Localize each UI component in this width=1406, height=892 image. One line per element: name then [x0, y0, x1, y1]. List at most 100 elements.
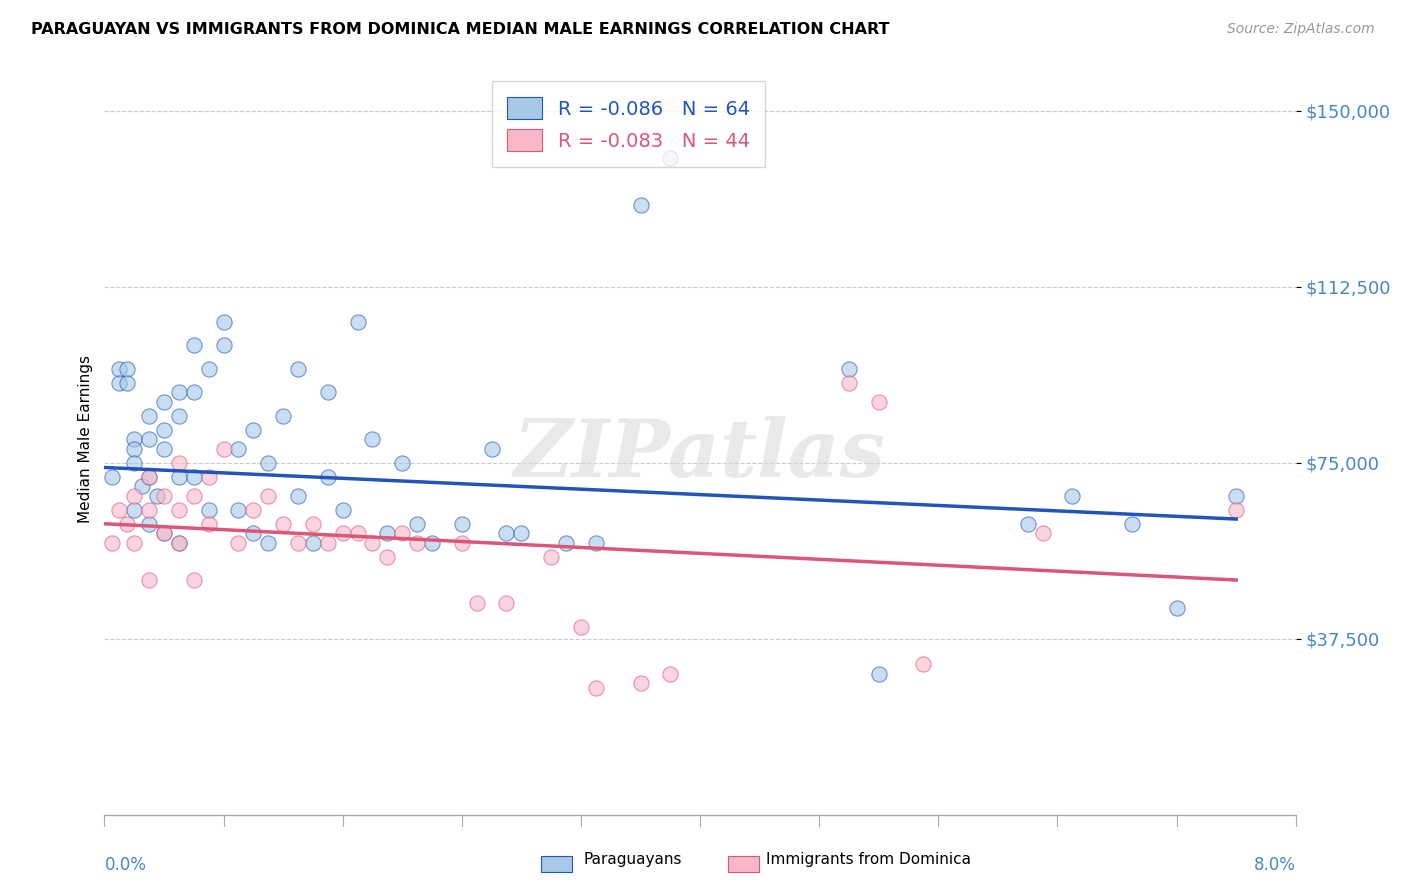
Point — [257, 489, 280, 503]
Point — [242, 423, 264, 437]
Point — [375, 526, 398, 541]
Point — [122, 535, 145, 549]
Point — [316, 535, 339, 549]
Point — [630, 198, 652, 212]
Point — [406, 516, 429, 531]
Text: 8.0%: 8.0% — [1254, 855, 1296, 874]
Text: Paraguayans: Paraguayans — [583, 852, 682, 867]
Point — [138, 470, 160, 484]
Point — [138, 409, 160, 423]
Point — [361, 535, 384, 549]
Point — [228, 502, 250, 516]
Point — [257, 535, 280, 549]
Point — [1062, 489, 1084, 503]
Point — [228, 442, 250, 456]
Text: Immigrants from Dominica: Immigrants from Dominica — [766, 852, 972, 867]
Point — [197, 516, 219, 531]
Point — [145, 489, 167, 503]
Point — [287, 489, 309, 503]
Point — [122, 433, 145, 447]
Point — [287, 362, 309, 376]
Point — [346, 315, 368, 329]
Point — [167, 535, 190, 549]
Point — [153, 442, 176, 456]
Point — [122, 442, 145, 456]
Point — [1225, 489, 1247, 503]
Point — [540, 549, 562, 564]
Point — [1225, 502, 1247, 516]
Point — [257, 456, 280, 470]
Point — [391, 456, 413, 470]
Point — [122, 456, 145, 470]
Point — [630, 676, 652, 690]
Point — [138, 433, 160, 447]
Point — [271, 409, 294, 423]
Text: 0.0%: 0.0% — [104, 855, 146, 874]
Point — [197, 470, 219, 484]
Point — [212, 315, 235, 329]
Point — [122, 502, 145, 516]
Point — [183, 338, 205, 352]
Point — [287, 535, 309, 549]
Point — [510, 526, 533, 541]
Point — [406, 535, 429, 549]
Point — [183, 385, 205, 400]
Point — [108, 362, 131, 376]
Point — [481, 442, 503, 456]
Point — [242, 502, 264, 516]
Point — [115, 516, 138, 531]
Point — [153, 423, 176, 437]
Point — [115, 376, 138, 390]
Point — [659, 666, 682, 681]
Point — [153, 394, 176, 409]
Point — [108, 376, 131, 390]
Point — [361, 433, 384, 447]
Point — [183, 489, 205, 503]
Y-axis label: Median Male Earnings: Median Male Earnings — [79, 355, 93, 524]
Point — [242, 526, 264, 541]
Point — [569, 620, 592, 634]
Point — [153, 526, 176, 541]
Point — [346, 526, 368, 541]
Point — [420, 535, 443, 549]
Point — [868, 666, 890, 681]
Point — [167, 502, 190, 516]
Point — [138, 516, 160, 531]
Point — [212, 442, 235, 456]
Point — [450, 516, 472, 531]
Point — [212, 338, 235, 352]
Point — [101, 470, 124, 484]
Legend: R = -0.086   N = 64, R = -0.083   N = 44: R = -0.086 N = 64, R = -0.083 N = 44 — [492, 81, 765, 167]
Point — [332, 502, 354, 516]
Point — [183, 573, 205, 587]
Point — [167, 535, 190, 549]
Point — [1121, 516, 1143, 531]
Text: PARAGUAYAN VS IMMIGRANTS FROM DOMINICA MEDIAN MALE EARNINGS CORRELATION CHART: PARAGUAYAN VS IMMIGRANTS FROM DOMINICA M… — [31, 22, 890, 37]
Point — [167, 470, 190, 484]
Point — [131, 479, 153, 493]
Point — [167, 456, 190, 470]
Point — [115, 362, 138, 376]
Point — [183, 470, 205, 484]
Point — [495, 526, 517, 541]
Point — [138, 502, 160, 516]
Point — [302, 516, 325, 531]
Point — [316, 470, 339, 484]
Point — [197, 362, 219, 376]
Point — [167, 385, 190, 400]
Point — [108, 502, 131, 516]
Point — [316, 385, 339, 400]
Point — [391, 526, 413, 541]
Point — [868, 394, 890, 409]
Point — [1017, 516, 1039, 531]
Point — [228, 535, 250, 549]
Point — [585, 681, 607, 695]
Point — [197, 502, 219, 516]
Point — [1166, 601, 1188, 615]
Point — [153, 526, 176, 541]
Point — [153, 489, 176, 503]
Point — [332, 526, 354, 541]
Point — [101, 535, 124, 549]
Point — [659, 151, 682, 165]
Point — [167, 409, 190, 423]
